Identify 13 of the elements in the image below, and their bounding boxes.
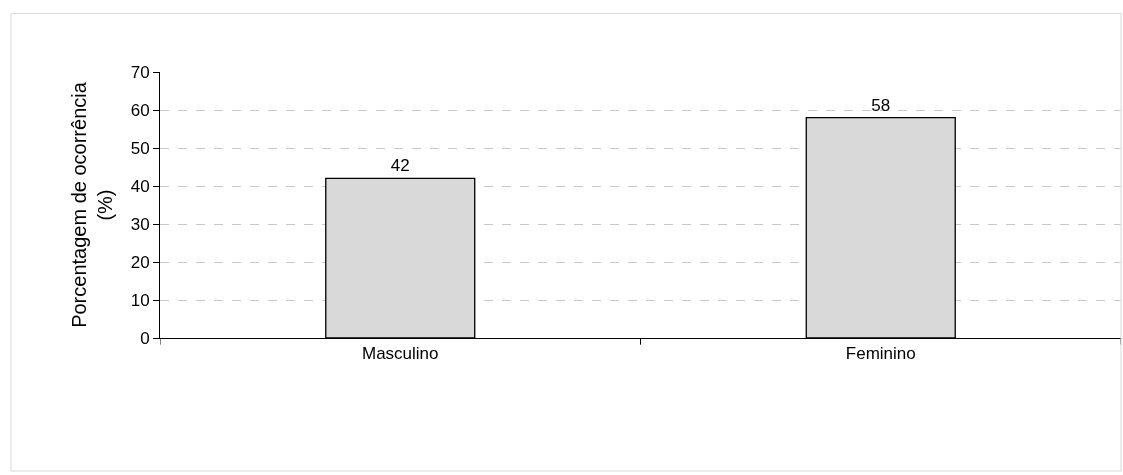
x-tick-label: Masculino	[361, 344, 439, 364]
y-tick-label: 30	[130, 214, 150, 234]
y-tick-label: 20	[130, 252, 150, 272]
y-tick-label: 10	[130, 290, 150, 310]
y-axis-title: Porcentagem de ocorrência (%)	[68, 81, 117, 328]
y-tick-label: 40	[130, 176, 150, 196]
data-label: 58	[871, 95, 891, 115]
y-tick-label: 0	[140, 328, 150, 348]
data-label: 42	[390, 156, 410, 176]
y-tick-label: 60	[130, 100, 150, 120]
y-tick-label: 50	[130, 138, 150, 158]
x-tick-label: Feminino	[845, 344, 916, 364]
y-tick-label: 70	[130, 62, 150, 82]
